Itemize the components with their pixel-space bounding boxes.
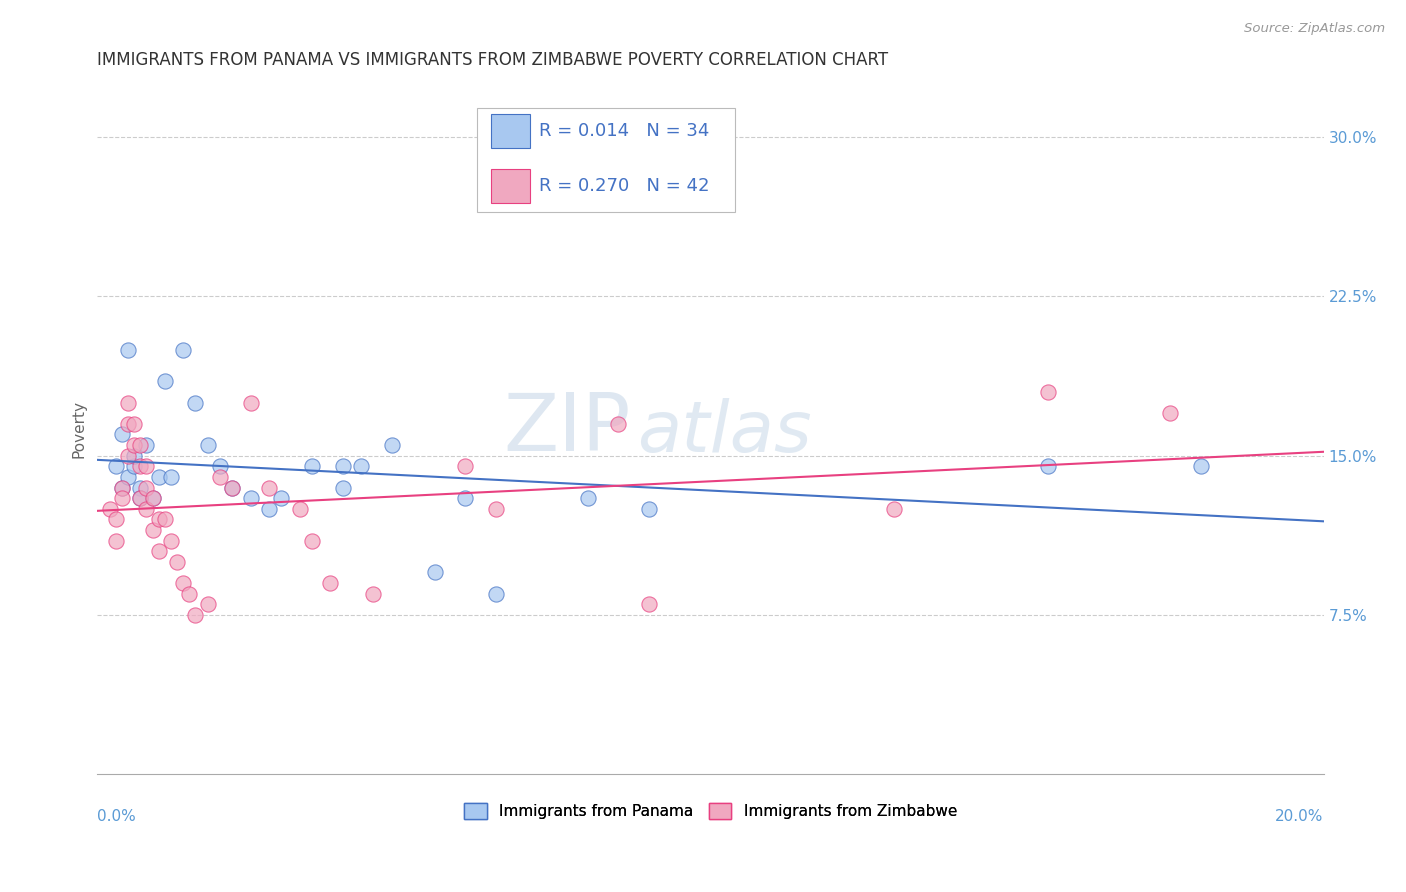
- Point: [184, 395, 207, 409]
- Point: [111, 481, 134, 495]
- Point: [485, 501, 508, 516]
- Point: [288, 501, 311, 516]
- Text: ZIP: ZIP: [503, 390, 631, 468]
- Point: [638, 597, 661, 611]
- Point: [179, 587, 201, 601]
- Point: [122, 417, 145, 431]
- Point: [135, 459, 157, 474]
- Point: [361, 587, 384, 601]
- Point: [883, 501, 905, 516]
- Point: [1189, 459, 1212, 474]
- Text: 20.0%: 20.0%: [1275, 809, 1323, 823]
- Point: [129, 491, 152, 505]
- Point: [111, 427, 134, 442]
- Point: [172, 343, 194, 357]
- Point: [104, 512, 127, 526]
- Point: [129, 491, 152, 505]
- Point: [122, 438, 145, 452]
- Point: [122, 459, 145, 474]
- Point: [117, 395, 139, 409]
- Point: [153, 375, 176, 389]
- Point: [607, 417, 630, 431]
- Point: [381, 438, 404, 452]
- Point: [638, 501, 661, 516]
- Point: [160, 533, 183, 548]
- Point: [141, 491, 163, 505]
- Point: [98, 501, 121, 516]
- FancyBboxPatch shape: [491, 114, 530, 147]
- Point: [117, 417, 139, 431]
- Y-axis label: Poverty: Poverty: [72, 401, 86, 458]
- Point: [332, 481, 354, 495]
- Point: [423, 566, 446, 580]
- Point: [208, 470, 231, 484]
- Text: Source: ZipAtlas.com: Source: ZipAtlas.com: [1244, 22, 1385, 36]
- Point: [148, 512, 170, 526]
- Point: [148, 544, 170, 558]
- Point: [122, 449, 145, 463]
- Point: [454, 459, 477, 474]
- Point: [454, 491, 477, 505]
- Legend: Immigrants from Panama, Immigrants from Zimbabwe: Immigrants from Panama, Immigrants from …: [458, 797, 963, 825]
- Text: R = 0.270   N = 42: R = 0.270 N = 42: [538, 177, 709, 194]
- Point: [239, 491, 262, 505]
- Text: IMMIGRANTS FROM PANAMA VS IMMIGRANTS FROM ZIMBABWE POVERTY CORRELATION CHART: IMMIGRANTS FROM PANAMA VS IMMIGRANTS FRO…: [97, 51, 889, 69]
- Point: [350, 459, 373, 474]
- Point: [257, 501, 280, 516]
- Point: [117, 470, 139, 484]
- Point: [197, 597, 219, 611]
- Point: [1159, 406, 1181, 420]
- Point: [221, 481, 243, 495]
- Point: [129, 459, 152, 474]
- Point: [160, 470, 183, 484]
- Point: [197, 438, 219, 452]
- Point: [301, 533, 323, 548]
- Point: [148, 470, 170, 484]
- Point: [1036, 459, 1059, 474]
- Point: [301, 459, 323, 474]
- Point: [221, 481, 243, 495]
- Point: [153, 512, 176, 526]
- Point: [172, 576, 194, 591]
- Text: R = 0.014   N = 34: R = 0.014 N = 34: [538, 121, 709, 140]
- Point: [332, 459, 354, 474]
- FancyBboxPatch shape: [491, 169, 530, 202]
- Point: [141, 523, 163, 537]
- Point: [111, 491, 134, 505]
- Point: [111, 481, 134, 495]
- Point: [141, 491, 163, 505]
- Text: atlas: atlas: [637, 398, 811, 467]
- FancyBboxPatch shape: [478, 108, 735, 211]
- Point: [485, 587, 508, 601]
- Point: [135, 501, 157, 516]
- Point: [135, 481, 157, 495]
- Point: [117, 449, 139, 463]
- Point: [270, 491, 292, 505]
- Point: [129, 438, 152, 452]
- Point: [1036, 384, 1059, 399]
- Point: [319, 576, 342, 591]
- Point: [166, 555, 188, 569]
- Point: [576, 491, 599, 505]
- Point: [129, 481, 152, 495]
- Point: [104, 533, 127, 548]
- Point: [184, 607, 207, 622]
- Point: [257, 481, 280, 495]
- Point: [208, 459, 231, 474]
- Point: [239, 395, 262, 409]
- Text: 0.0%: 0.0%: [97, 809, 136, 823]
- Point: [135, 438, 157, 452]
- Point: [104, 459, 127, 474]
- Point: [117, 343, 139, 357]
